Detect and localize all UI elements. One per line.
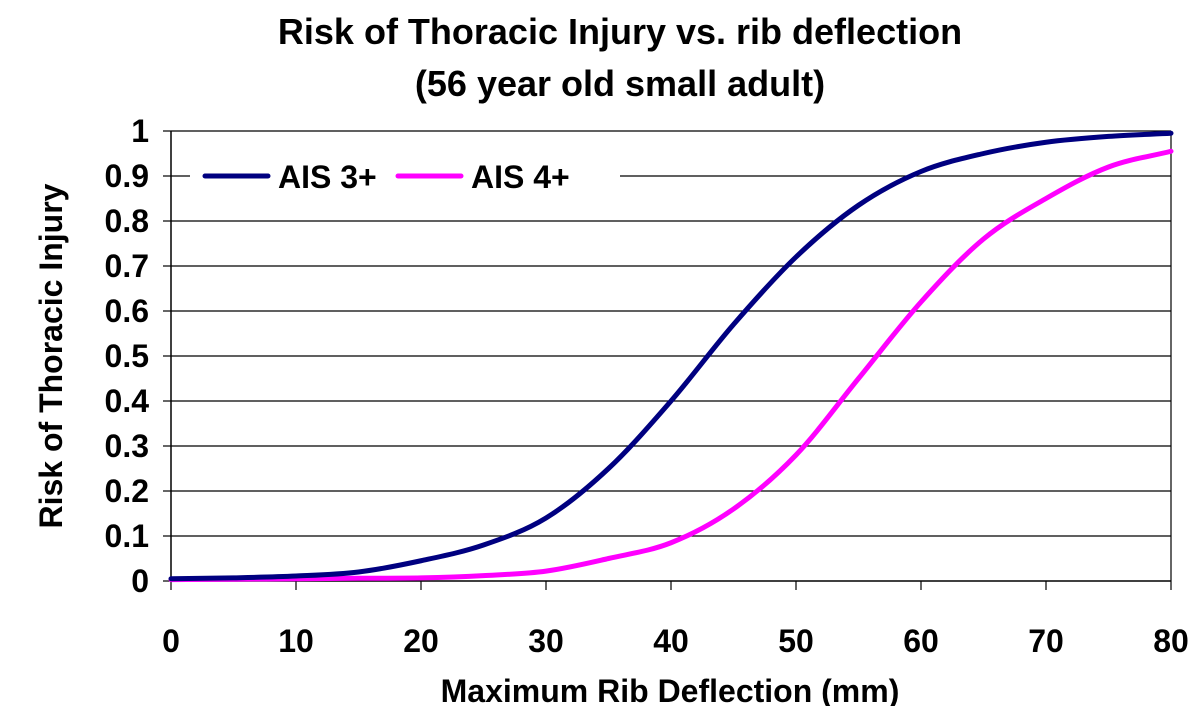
y-tick-label: 1 bbox=[131, 113, 149, 149]
x-axis-label: Maximum Rib Deflection (mm) bbox=[441, 673, 900, 706]
y-tick-label: 0.8 bbox=[105, 203, 149, 239]
y-tick-label: 0.1 bbox=[105, 518, 149, 554]
chart-subtitle: (56 year old small adult) bbox=[415, 63, 825, 104]
x-tick-label: 0 bbox=[162, 623, 180, 659]
y-tick-label: 0.2 bbox=[105, 473, 149, 509]
x-tick-label: 30 bbox=[528, 623, 564, 659]
x-tick-label: 50 bbox=[778, 623, 814, 659]
y-tick-label: 0.9 bbox=[105, 158, 149, 194]
y-tick-label: 0 bbox=[131, 563, 149, 599]
series-line-ais-3-plus bbox=[168, 130, 1174, 582]
series-line-ais-4-plus bbox=[168, 148, 1174, 583]
x-tick-labels: 0 10 20 30 40 50 60 70 80 bbox=[162, 623, 1189, 659]
legend: AIS 3+ AIS 4+ bbox=[190, 152, 620, 198]
legend-entry-ais-3-plus: AIS 3+ bbox=[202, 159, 377, 195]
gridlines bbox=[171, 130, 1171, 537]
legend-label: AIS 3+ bbox=[278, 159, 377, 195]
chart-title: Risk of Thoracic Injury vs. rib deflecti… bbox=[278, 11, 962, 52]
x-tick-label: 10 bbox=[278, 623, 314, 659]
axes bbox=[163, 130, 1172, 590]
y-tick-label: 0.6 bbox=[105, 293, 149, 329]
y-tick-label: 0.7 bbox=[105, 248, 149, 284]
x-tick-label: 20 bbox=[403, 623, 439, 659]
x-tick-label: 60 bbox=[903, 623, 939, 659]
legend-label: AIS 4+ bbox=[471, 159, 570, 195]
x-tick-label: 70 bbox=[1028, 623, 1064, 659]
y-tick-label: 0.3 bbox=[105, 428, 149, 464]
legend-entry-ais-4-plus: AIS 4+ bbox=[395, 159, 570, 195]
x-tick-label: 40 bbox=[653, 623, 689, 659]
series-lines bbox=[168, 130, 1174, 583]
y-tick-labels: 0 0.1 0.2 0.3 0.4 0.5 0.6 0.7 0.8 0.9 1 bbox=[105, 113, 150, 599]
y-axis-label: Risk of Thoracic Injury bbox=[33, 183, 69, 528]
x-tick-label: 80 bbox=[1153, 623, 1189, 659]
y-tick-label: 0.4 bbox=[105, 383, 150, 419]
y-tick-label: 0.5 bbox=[105, 338, 149, 374]
